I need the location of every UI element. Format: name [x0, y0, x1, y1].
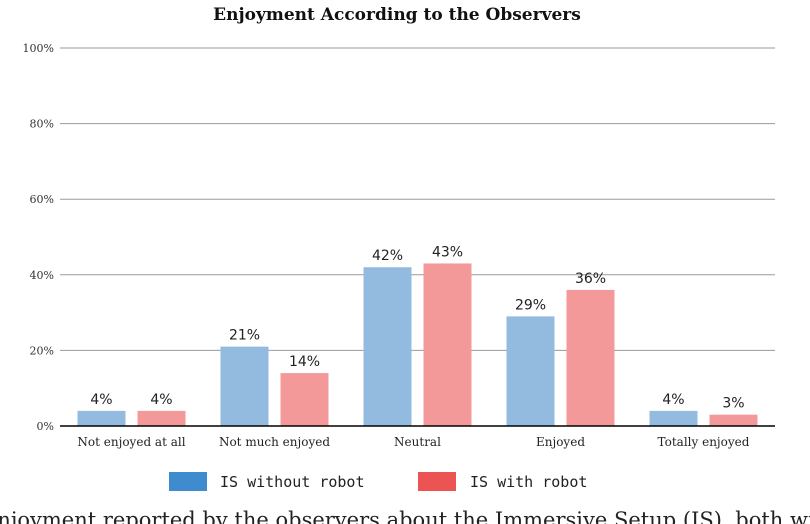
x-tick-label: Totally enjoyed: [658, 435, 750, 449]
figure-caption: Enjoyment reported by the observers abou…: [0, 508, 810, 524]
y-tick-label: 60%: [30, 193, 54, 206]
bar-value-label: 43%: [432, 244, 463, 260]
chart-title: Enjoyment According to the Observers: [213, 5, 581, 25]
gridlines: [60, 47, 775, 351]
legend-label-with-robot: IS with robot: [470, 473, 587, 491]
bar-with-robot-2: [423, 263, 472, 426]
y-axis-labels: 0% 20% 40% 60% 80% 100%: [23, 42, 54, 433]
bar-value-label: 4%: [90, 392, 112, 408]
legend-swatch-with-robot: [418, 472, 456, 491]
bar-with-robot-3: [566, 289, 615, 426]
bars: [77, 263, 758, 426]
x-axis-labels: Not enjoyed at all Not much enjoyed Neutra…: [77, 435, 749, 449]
bar-value-label: 4%: [150, 392, 172, 408]
bar-with-robot-1: [280, 373, 329, 426]
y-tick-label: 20%: [30, 344, 54, 357]
bar-value-label: 14%: [289, 354, 320, 370]
x-tick-label: Enjoyed: [536, 435, 585, 449]
y-tick-label: 0%: [37, 420, 54, 433]
y-tick-label: 80%: [30, 118, 54, 131]
bar-value-label: 21%: [229, 328, 260, 344]
legend: IS without robot IS with robot: [169, 472, 587, 491]
bar-without-robot-2: [363, 267, 412, 426]
y-tick-label: 100%: [23, 42, 54, 55]
bar-value-label: 36%: [575, 271, 606, 287]
bar-value-label: 29%: [515, 297, 546, 313]
bar-without-robot-4: [649, 410, 698, 426]
x-tick-label: Not enjoyed at all: [77, 435, 185, 449]
bar-value-label: 3%: [722, 396, 744, 412]
bar-with-robot-0: [137, 410, 186, 426]
legend-swatch-without-robot: [169, 472, 207, 491]
bar-without-robot-1: [220, 346, 269, 426]
x-tick-label: Neutral: [394, 435, 441, 449]
x-tick-label: Not much enjoyed: [219, 435, 330, 449]
y-tick-label: 40%: [30, 269, 54, 282]
bar-value-label: 42%: [372, 248, 403, 264]
bar-without-robot-0: [77, 410, 126, 426]
bar-with-robot-4: [709, 414, 758, 426]
bar-without-robot-3: [506, 316, 555, 426]
value-labels: 4% 4% 21% 14% 42% 43% 29% 36% 4% 3%: [90, 244, 744, 411]
bar-value-label: 4%: [662, 392, 684, 408]
legend-label-without-robot: IS without robot: [220, 473, 365, 491]
